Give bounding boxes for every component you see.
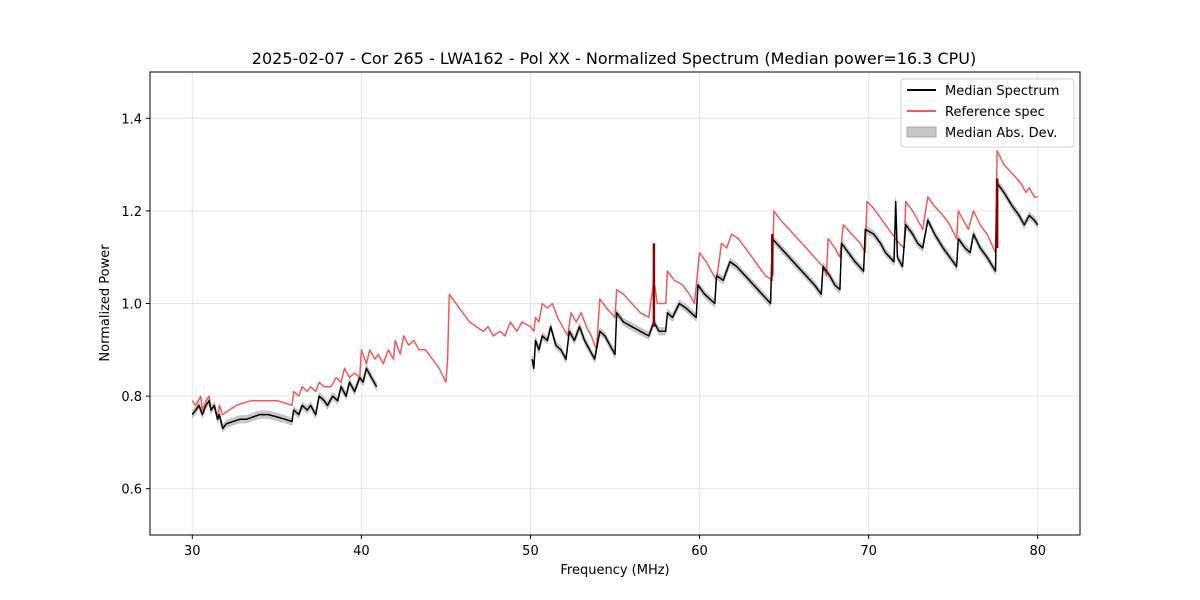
x-tick-label: 30	[184, 544, 201, 559]
series-layer	[191, 149, 1039, 433]
legend: Median Spectrum Reference spec Median Ab…	[900, 78, 1075, 148]
legend-box	[900, 78, 1075, 148]
mad-band	[531, 178, 1038, 373]
x-tick-label: 80	[1029, 544, 1046, 559]
y-axis-label: Normalized Power	[98, 244, 113, 362]
x-tick-label: 50	[522, 544, 539, 559]
median-spectrum-line	[191, 367, 378, 430]
y-tick-label: 1.2	[121, 205, 142, 220]
legend-mad-label: Median Abs. Dev.	[945, 126, 1057, 141]
x-axis-label: Frequency (MHz)	[560, 563, 669, 578]
legend-mad-swatch	[906, 126, 937, 138]
chart-title: 2025-02-07 - Cor 265 - LWA162 - Pol XX -…	[252, 49, 976, 68]
legend-median-label: Median Spectrum	[945, 84, 1059, 99]
x-tick-label: 60	[691, 544, 708, 559]
legend-reference-label: Reference spec	[945, 105, 1045, 120]
y-tick-label: 0.6	[121, 483, 142, 498]
y-tick-label: 1.0	[121, 298, 142, 313]
y-tick-label: 1.4	[121, 112, 142, 127]
y-tick-label: 0.8	[121, 390, 142, 405]
x-tick-label: 40	[353, 544, 370, 559]
tick-layer: 30 40 50 60 70 80 0.6 0.8 1.0 1.2 1.4	[121, 112, 1046, 559]
x-tick-label: 70	[860, 544, 877, 559]
reference-spectrum-line	[191, 149, 1038, 421]
